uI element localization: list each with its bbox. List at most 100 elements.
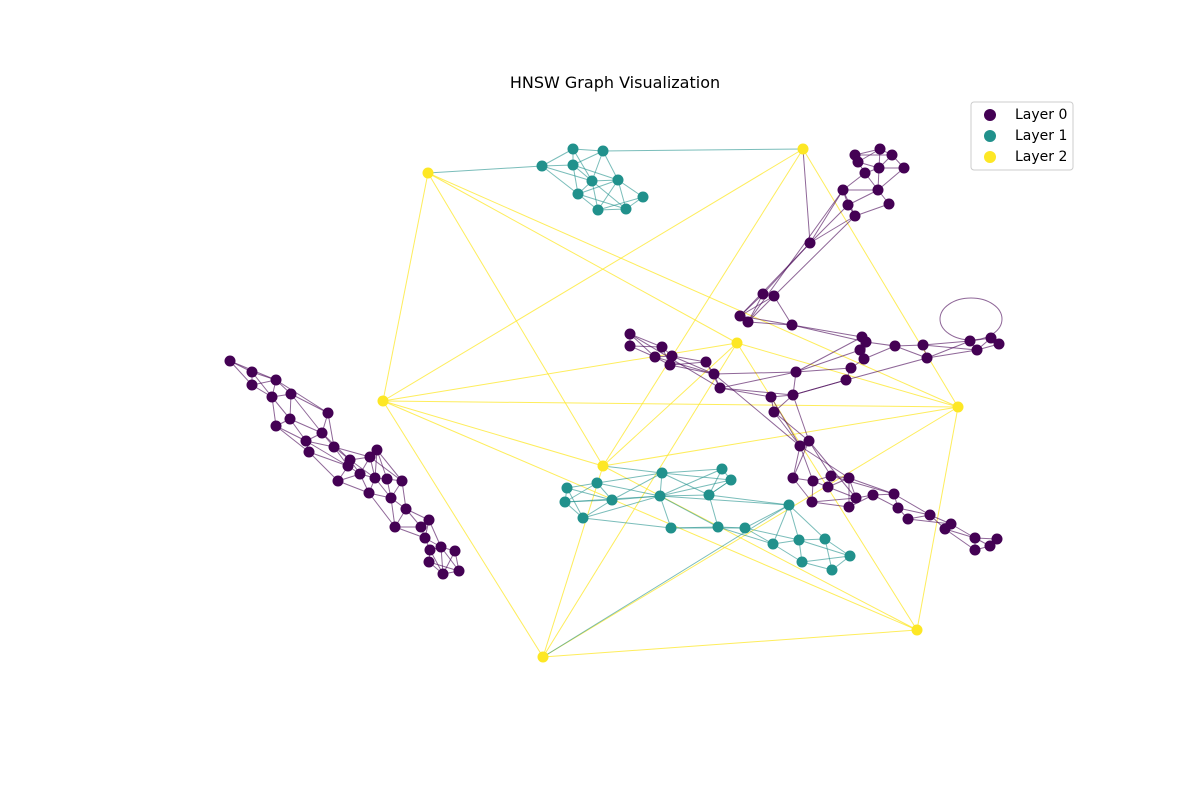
edge-e2-e5 (773, 295, 793, 326)
node-a2 (797, 143, 809, 155)
edge-b6-b8 (597, 179, 619, 211)
edge-d9-d10 (847, 189, 879, 206)
edge-a1-a3 (382, 172, 429, 402)
node-d11 (883, 198, 895, 210)
edge-e15-e16 (795, 336, 863, 373)
node-g1 (224, 355, 236, 367)
edge-c10-c14 (708, 494, 790, 506)
edge-g17-g21 (376, 449, 403, 482)
edge-e15-e18 (795, 349, 861, 373)
node-e19 (858, 353, 870, 365)
node-g19 (369, 472, 381, 484)
node-g32 (449, 545, 461, 557)
node-f8 (850, 492, 862, 504)
node-g4 (270, 374, 282, 386)
legend-marker-layer-0 (984, 109, 996, 121)
edge-e5-e17 (791, 324, 867, 343)
node-g22 (332, 475, 344, 487)
node-c10 (703, 489, 715, 501)
edge-b1-b7 (541, 165, 579, 195)
edge-b3-b4 (572, 150, 604, 166)
node-c16 (793, 534, 805, 546)
edge-c4-c5 (582, 499, 613, 519)
node-g30 (435, 541, 447, 553)
node-b5 (586, 175, 598, 187)
legend-entry-layer-0: Layer 0 (984, 107, 1067, 123)
edge-a2-b3 (602, 148, 804, 152)
node-c11 (665, 522, 677, 534)
edge-a1-b1 (427, 165, 543, 174)
legend-marker-layer-1 (984, 130, 996, 142)
node-g21 (396, 475, 408, 487)
edge-c6-c7 (661, 468, 723, 474)
edge-c1-c5 (566, 487, 584, 519)
edge-e31-f1 (773, 411, 801, 447)
node-e21 (917, 339, 929, 351)
node-g7 (322, 407, 334, 419)
edge-a5-a6 (602, 406, 959, 467)
edge-b5-b9 (591, 180, 627, 210)
chart-title: HNSW Graph Visualization (510, 73, 720, 92)
edge-b1-b2 (541, 148, 574, 167)
node-g12 (328, 441, 340, 453)
node-c12 (712, 521, 724, 533)
legend-entry-layer-1: Layer 1 (984, 128, 1067, 144)
node-c5 (577, 512, 589, 524)
node-c8 (725, 474, 737, 486)
node-a7 (537, 651, 549, 663)
edge-e9-e13 (654, 356, 715, 375)
edge-g13-g15 (308, 451, 349, 467)
edge-c2-c9 (596, 482, 661, 497)
node-e25 (993, 338, 1005, 350)
node-e15 (790, 366, 802, 378)
edge-c5-c9 (582, 495, 661, 519)
node-e12 (700, 356, 712, 368)
node-d2 (874, 143, 886, 155)
edge-a3-a6 (382, 400, 604, 467)
edge-c14-c16 (788, 504, 800, 541)
node-d9 (872, 184, 884, 196)
node-e2 (768, 290, 780, 302)
edge-e6-e14 (629, 333, 721, 389)
edge-g6-g7 (290, 393, 329, 414)
node-b3 (597, 145, 609, 157)
node-e17 (860, 336, 872, 348)
node-a3 (377, 395, 389, 407)
edge-e5-e16 (791, 324, 863, 338)
edge-c2-c3 (564, 482, 598, 503)
edge-a5-a7 (542, 406, 959, 658)
node-g5 (266, 391, 278, 403)
edge-e13-e15 (713, 371, 797, 375)
edge-e10-e13 (671, 355, 715, 375)
edge-e19-e20 (863, 345, 896, 360)
edge-e21-e23 (922, 340, 971, 346)
edge-f1-f4 (799, 445, 814, 482)
node-f18 (969, 532, 981, 544)
edge-e6-e8 (629, 333, 663, 348)
node-e14 (714, 382, 726, 394)
node-c20 (826, 564, 838, 576)
edge-a6-c6 (602, 465, 663, 474)
edge-c10-c12 (708, 494, 719, 528)
edge-a4-a7 (542, 342, 738, 658)
node-e7 (624, 340, 636, 352)
edge-f1-f7 (799, 445, 850, 479)
node-d3 (886, 149, 898, 161)
node-e13 (708, 368, 720, 380)
node-f5 (825, 470, 837, 482)
node-c9 (654, 490, 666, 502)
node-d13 (804, 237, 816, 249)
node-g2 (246, 366, 258, 378)
edge-e14-e15 (719, 371, 797, 389)
node-f2 (803, 435, 815, 447)
edge-c18-c19 (801, 555, 851, 563)
edge-d10-d13 (809, 204, 849, 244)
edge-e2-e3 (739, 295, 775, 317)
legend: Layer 0 Layer 1 Layer 2 (970, 101, 1074, 171)
edge-g6-g10 (290, 393, 323, 434)
edge-d12-e2 (773, 215, 856, 297)
node-e27 (845, 362, 857, 374)
node-e6 (624, 328, 636, 340)
node-d7 (873, 162, 885, 174)
